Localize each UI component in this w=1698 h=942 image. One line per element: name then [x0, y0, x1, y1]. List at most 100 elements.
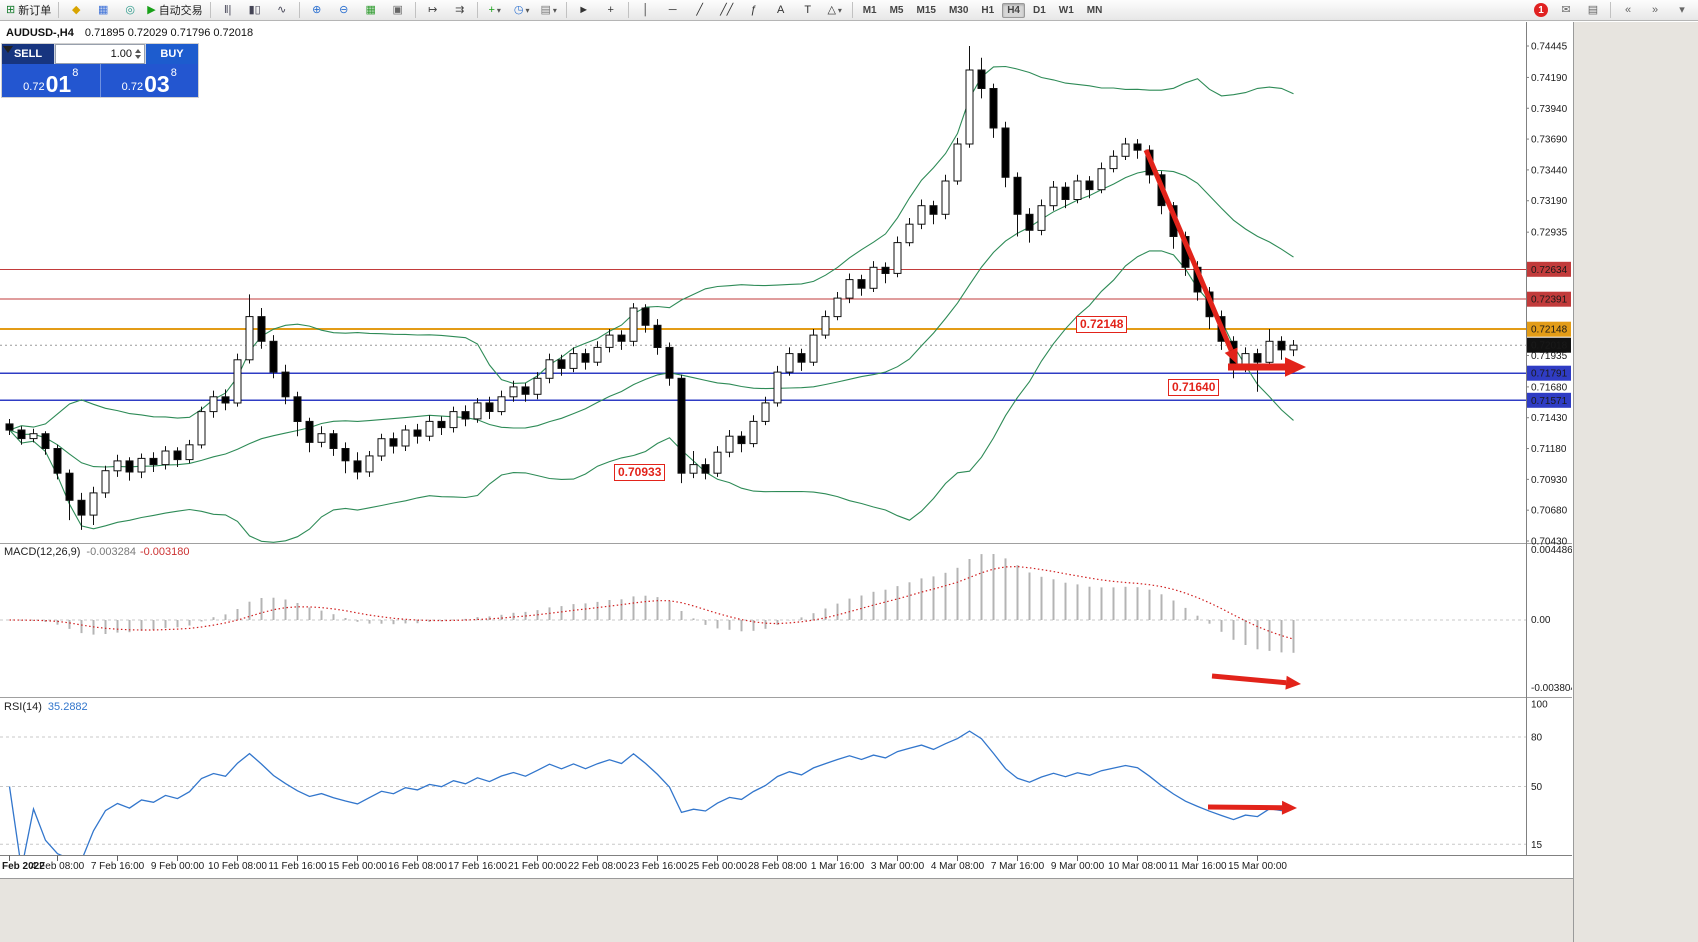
ohlc-values: 0.71895 0.72029 0.71796 0.72018 — [84, 27, 254, 39]
chart-header: AUDUSD-,H4 0.71895 0.72029 0.71796 0.720… — [6, 27, 253, 39]
one-click-trading-panel: SELL 1.00 BUY 0.72 01 8 0.72 03 8 — [2, 44, 198, 97]
more-tools-icon: ▾ — [1679, 4, 1685, 16]
bid-pipette: 8 — [72, 67, 79, 79]
scroll-left-button[interactable]: « — [1615, 1, 1641, 19]
ask-big-digits: 03 — [144, 71, 170, 97]
zoom-out-button[interactable]: ⊖ — [331, 1, 357, 19]
time-axis-label: 23 Feb 16:00 — [628, 861, 687, 872]
ask-price-button[interactable]: 0.72 03 8 — [99, 64, 199, 97]
price-chart[interactable]: 0.74445 0.74190 0.73940 0.73690 0.73440 0.731… — [0, 22, 1572, 877]
price-scale-label: 0.70680 — [1531, 506, 1568, 517]
fibonacci-button[interactable]: ƒ — [741, 1, 767, 19]
rsi-scale-label: 80 — [1531, 733, 1543, 744]
fibonacci-icon: ƒ — [750, 4, 757, 16]
price-scale-label: 0.73690 — [1531, 135, 1568, 146]
chart-shift-button[interactable]: ⇉ — [447, 1, 473, 19]
trade-panel-collapse-icon[interactable] — [3, 46, 13, 53]
scroll-right-button[interactable]: » — [1642, 1, 1668, 19]
ask-pipette: 8 — [170, 67, 177, 79]
news-button[interactable]: ▤ — [1580, 1, 1606, 19]
annotation-arrow-head[interactable] — [1281, 800, 1297, 815]
tile-windows-button[interactable]: ▣ — [385, 1, 411, 19]
grid-button[interactable]: ▦ — [358, 1, 384, 19]
text-button[interactable]: A — [768, 1, 794, 19]
indicators-button[interactable]: + ▾ — [482, 1, 508, 19]
timeframe-h1-button[interactable]: H1 — [981, 4, 995, 16]
annotation-arrow-head[interactable] — [1285, 675, 1301, 690]
new-order-button[interactable]: ⊞ 新订单 — [3, 1, 54, 19]
volume-input[interactable]: 1.00 — [55, 44, 145, 64]
price-scale-badge — [1527, 365, 1571, 381]
templates-button[interactable]: ▤ ▾ — [536, 1, 562, 19]
time-axis-label: 15 Feb 00:00 — [328, 861, 387, 872]
chart-window: 0.74445 0.74190 0.73940 0.73690 0.73440 0.731… — [0, 22, 1572, 877]
annotation-arrow-head[interactable] — [1285, 357, 1306, 377]
timeframe-mn-button[interactable]: MN — [1086, 4, 1103, 16]
annotation-arrow[interactable] — [1207, 804, 1283, 811]
macd-scale-label: 0.004486 — [1531, 545, 1572, 556]
volume-spinner[interactable] — [135, 49, 141, 59]
timeframe-m5-button[interactable]: M5 — [889, 4, 904, 16]
channel-button[interactable]: ╱╱ — [714, 1, 740, 19]
notification-badge[interactable]: 1 — [1534, 3, 1548, 17]
time-axis-label: 9 Mar 00:00 — [1051, 861, 1105, 872]
macd-indicator — [0, 554, 1526, 653]
zoom-out-icon: ⊖ — [339, 4, 349, 16]
chart-line-button[interactable]: ∿ — [269, 1, 295, 19]
bid-price-button[interactable]: 0.72 01 8 — [2, 64, 100, 97]
toolbar-separator — [851, 2, 853, 18]
time-axis-label: 11 Feb 16:00 — [268, 861, 327, 872]
macd-label: MACD(12,26,9) -0.003284 -0.003180 — [4, 546, 190, 558]
timeframe-h4-button[interactable]: H4 — [1002, 2, 1025, 18]
time-axis-label: 3 Mar 00:00 — [871, 861, 925, 872]
mailbox-button[interactable]: ✉ — [1553, 1, 1579, 19]
data-window-button[interactable]: ▦ — [90, 1, 116, 19]
auto-scroll-button[interactable]: ↦ — [420, 1, 446, 19]
tile-windows-icon: ▣ — [392, 4, 403, 16]
chart-line-icon: ∿ — [277, 4, 287, 16]
macd-scale-label: 0.00 — [1531, 615, 1551, 626]
sell-button[interactable]: SELL — [2, 44, 54, 64]
market-watch-button[interactable]: ◆ — [63, 1, 89, 19]
navigator-button[interactable]: ◎ — [117, 1, 143, 19]
text-label-button[interactable]: T — [795, 1, 821, 19]
volume-up-icon[interactable] — [135, 49, 141, 53]
buy-button[interactable]: BUY — [146, 44, 198, 64]
chart-chrome: 0.74445 0.74190 0.73940 0.73690 0.73440 0.731… — [0, 22, 1572, 872]
trendline-button[interactable]: ╱ — [687, 1, 713, 19]
toolbar-separator — [298, 2, 300, 18]
shapes-icon: △ — [827, 4, 836, 16]
annotation-arrow-head[interactable] — [1224, 347, 1238, 365]
rsi-line — [8, 730, 1294, 855]
timeframe-m30-button[interactable]: M30 — [948, 4, 969, 16]
zoom-in-button[interactable]: ⊕ — [304, 1, 330, 19]
templates-caret-icon: ▾ — [552, 5, 557, 15]
vertical-line-button[interactable]: │ — [633, 1, 659, 19]
chart-bars-button[interactable]: ‖| — [215, 1, 241, 19]
toolbar-separator — [414, 2, 416, 18]
timeframe-d1-button[interactable]: D1 — [1033, 4, 1046, 16]
timeframe-m1-button[interactable]: M1 — [862, 4, 877, 16]
timeframe-m15-button[interactable]: M15 — [916, 4, 936, 16]
grid-icon: ▦ — [365, 4, 376, 16]
time-axis-label: 7 Mar 16:00 — [991, 861, 1045, 872]
annotation-arrow[interactable] — [1211, 673, 1287, 686]
crosshair-button[interactable]: + — [598, 1, 624, 19]
annotation-arrow[interactable] — [1143, 149, 1234, 352]
shapes-button[interactable]: △ ▾ — [822, 1, 848, 19]
timeframe-w1-button[interactable]: W1 — [1058, 4, 1074, 16]
cursor-button[interactable]: ► — [571, 1, 597, 19]
volume-down-icon[interactable] — [135, 55, 141, 59]
main-plot[interactable] — [0, 46, 1526, 543]
horizontal-line-button[interactable]: ─ — [660, 1, 686, 19]
autotrading-button[interactable]: ▶ 自动交易 — [144, 1, 205, 19]
chart-candles-button[interactable]: ▮▯ — [242, 1, 268, 19]
data-window-icon: ▦ — [98, 4, 109, 16]
more-tools-button[interactable]: ▾ — [1669, 1, 1695, 19]
bid-big-digits: 01 — [45, 71, 72, 97]
time-axis-label: 17 Feb 16:00 — [448, 861, 507, 872]
periods-button[interactable]: ◷ ▾ — [509, 1, 535, 19]
toolbar-separator — [627, 2, 629, 18]
time-axis-label: 1 Mar 16:00 — [811, 861, 865, 872]
